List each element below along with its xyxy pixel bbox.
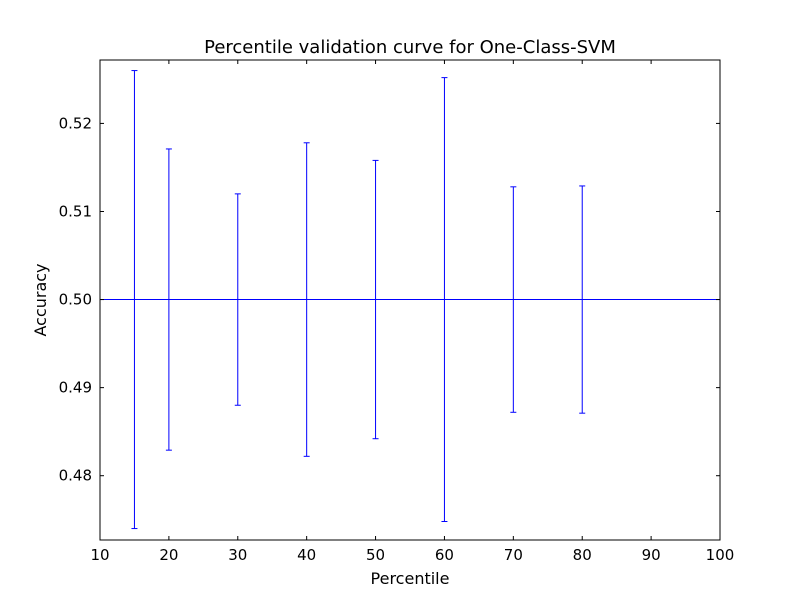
x-tick-label: 80 <box>573 546 592 564</box>
x-tick-label: 40 <box>297 546 316 564</box>
plot-frame <box>99 59 721 541</box>
x-tick-label: 70 <box>504 546 523 564</box>
x-tick-label: 20 <box>159 546 178 564</box>
x-tick-label: 90 <box>642 546 661 564</box>
chart-title: Percentile validation curve for One-Clas… <box>204 37 616 58</box>
axis-ticks: 10 20 30 40 50 60 70 80 90 100 0.48 0.49 0.50 0.51 0.5… <box>59 60 735 564</box>
x-tick-label: 50 <box>366 546 385 564</box>
y-tick-label: 0.50 <box>59 291 92 309</box>
x-tick-label: 10 <box>90 546 109 564</box>
y-axis-title: Accuracy <box>31 263 50 336</box>
y-tick-label: 0.51 <box>59 202 92 220</box>
x-tick-label: 60 <box>435 546 454 564</box>
x-tick-label: 100 <box>706 546 735 564</box>
x-axis-title: Percentile <box>371 569 450 588</box>
y-tick-label: 0.48 <box>59 467 92 485</box>
x-tick-label: 30 <box>228 546 247 564</box>
y-tick-label: 0.52 <box>59 114 92 132</box>
y-tick-label: 0.49 <box>59 379 92 397</box>
chart-marks <box>100 70 720 530</box>
